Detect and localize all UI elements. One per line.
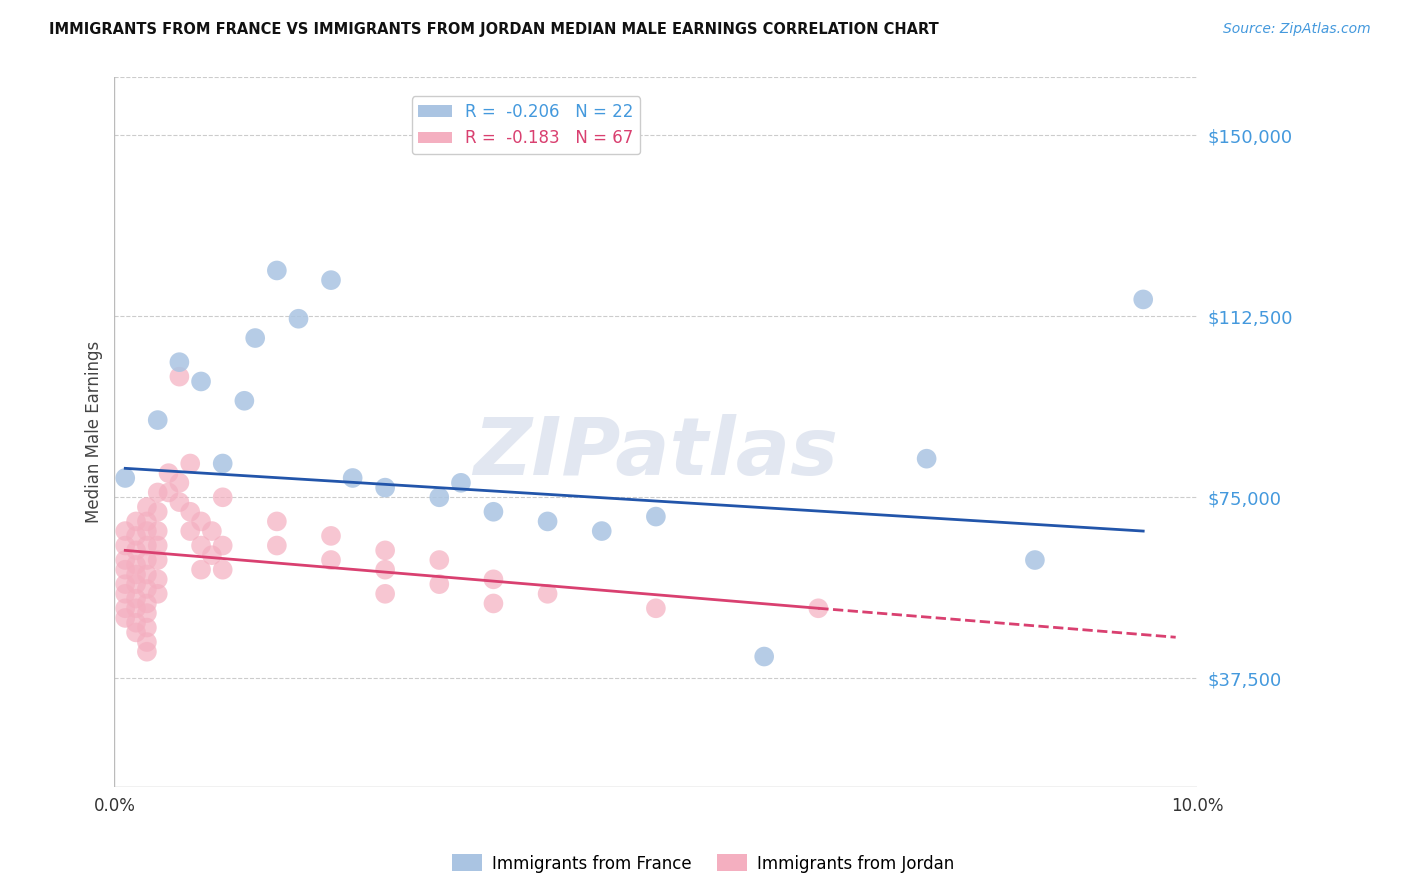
Point (169, 355, 191, 369)
Point (135, 524, 157, 538)
Point (233, 393, 256, 408)
Point (146, 587, 169, 601)
Point (211, 563, 233, 577)
Point (169, 369, 191, 384)
Point (135, 645, 157, 659)
Point (146, 553, 169, 567)
Point (114, 587, 136, 601)
Text: IMMIGRANTS FROM FRANCE VS IMMIGRANTS FROM JORDAN MEDIAN MALE EARNINGS CORRELATIO: IMMIGRANTS FROM FRANCE VS IMMIGRANTS FRO… (49, 22, 939, 37)
Point (125, 615, 148, 630)
Point (374, 587, 396, 601)
Text: Source: ZipAtlas.com: Source: ZipAtlas.com (1223, 22, 1371, 37)
Point (190, 515, 212, 529)
Point (169, 475, 191, 490)
Point (135, 635, 157, 649)
Point (211, 539, 233, 553)
Point (146, 413, 169, 427)
Point (146, 505, 169, 519)
Point (114, 611, 136, 625)
Point (135, 553, 157, 567)
Y-axis label: Median Male Earnings: Median Male Earnings (86, 341, 103, 524)
Point (114, 553, 136, 567)
Point (211, 490, 233, 504)
Point (319, 273, 342, 287)
Point (427, 577, 450, 591)
Point (427, 553, 450, 567)
Point (266, 263, 288, 277)
Point (114, 577, 136, 591)
Point (450, 475, 472, 490)
Point (125, 558, 148, 572)
Point (135, 515, 157, 529)
Point (125, 529, 148, 543)
Point (915, 451, 938, 466)
Point (266, 515, 288, 529)
Point (146, 485, 169, 500)
Point (125, 591, 148, 606)
Point (591, 524, 613, 538)
Point (427, 490, 450, 504)
Point (179, 457, 201, 471)
Point (190, 563, 212, 577)
Point (114, 563, 136, 577)
Point (374, 481, 396, 495)
Point (125, 515, 148, 529)
Point (146, 572, 169, 586)
Point (190, 539, 212, 553)
Point (319, 529, 342, 543)
Point (287, 311, 309, 326)
Point (146, 539, 169, 553)
Point (807, 601, 830, 615)
Point (754, 649, 776, 664)
Point (114, 539, 136, 553)
Point (482, 505, 505, 519)
Text: ZIPatlas: ZIPatlas (474, 415, 838, 492)
Point (135, 500, 157, 514)
Point (644, 509, 666, 524)
Point (319, 553, 342, 567)
Point (114, 471, 136, 485)
Point (374, 543, 396, 558)
Point (169, 495, 191, 509)
Point (201, 548, 224, 562)
Point (201, 524, 224, 538)
Point (342, 471, 364, 485)
Point (135, 539, 157, 553)
Point (1024, 553, 1046, 567)
Point (125, 543, 148, 558)
Point (157, 466, 180, 480)
Point (211, 457, 233, 471)
Point (1132, 293, 1154, 307)
Point (125, 625, 148, 640)
Point (179, 505, 201, 519)
Point (536, 587, 558, 601)
Legend: Immigrants from France, Immigrants from Jordan: Immigrants from France, Immigrants from … (446, 847, 960, 880)
Point (114, 601, 136, 615)
Point (135, 621, 157, 635)
Point (157, 485, 180, 500)
Point (135, 606, 157, 620)
Point (482, 572, 505, 586)
Point (179, 524, 201, 538)
Point (135, 597, 157, 611)
Point (135, 567, 157, 582)
Point (536, 515, 558, 529)
Point (135, 582, 157, 596)
Point (146, 524, 169, 538)
Point (114, 524, 136, 538)
Point (266, 539, 288, 553)
Point (482, 597, 505, 611)
Point (374, 563, 396, 577)
Point (190, 375, 212, 389)
Point (644, 601, 666, 615)
Point (125, 577, 148, 591)
Point (245, 331, 267, 345)
Legend: R =  -0.206   N = 22, R =  -0.183   N = 67: R = -0.206 N = 22, R = -0.183 N = 67 (412, 96, 640, 154)
Point (125, 601, 148, 615)
Point (125, 567, 148, 582)
